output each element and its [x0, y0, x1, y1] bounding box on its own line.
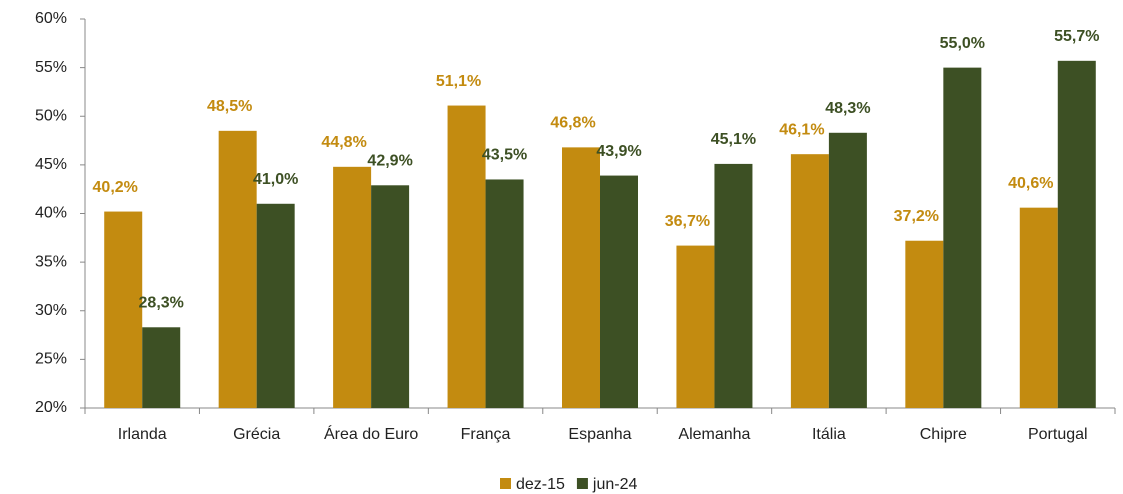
bar: [104, 211, 143, 408]
x-tick-label: França: [461, 426, 511, 443]
x-tick-label: Portugal: [1028, 426, 1088, 443]
bar: [485, 179, 524, 408]
bar: [218, 130, 257, 408]
bar: [905, 240, 944, 408]
x-tick-label: Alemanha: [678, 426, 750, 443]
y-tick-label: 35%: [35, 253, 67, 270]
bar: [256, 203, 295, 408]
bar: [447, 105, 486, 409]
value-label: 45,1%: [711, 131, 756, 148]
value-label: 43,9%: [596, 143, 641, 160]
y-tick-label: 60%: [35, 10, 67, 27]
y-tick-label: 45%: [35, 156, 67, 173]
x-tick-label: Área do Euro: [324, 424, 418, 443]
bar: [371, 185, 410, 408]
legend-swatch: [500, 478, 511, 489]
y-tick-label: 20%: [35, 399, 67, 416]
y-tick-label: 50%: [35, 107, 67, 124]
legend-label: jun-24: [592, 476, 638, 493]
x-tick-label: Chipre: [920, 426, 967, 443]
y-tick-label: 30%: [35, 302, 67, 319]
value-label: 46,1%: [779, 121, 824, 138]
bar: [600, 175, 638, 408]
value-label: 42,9%: [367, 153, 412, 170]
bar: [676, 245, 715, 408]
value-label: 44,8%: [321, 134, 366, 151]
value-label: 51,1%: [436, 73, 481, 90]
legend-label: dez-15: [516, 476, 565, 493]
legend-swatch: [576, 478, 588, 489]
value-label: 37,2%: [894, 208, 939, 225]
bar: [1057, 60, 1096, 408]
value-label: 46,8%: [550, 115, 595, 132]
y-tick-label: 40%: [35, 205, 67, 222]
bar: [943, 67, 982, 408]
bar: [333, 166, 372, 408]
bar: [562, 147, 600, 408]
value-label: 41,0%: [253, 171, 298, 188]
y-tick-label: 55%: [35, 59, 67, 76]
value-label: 28,3%: [139, 295, 184, 312]
bar: [714, 163, 753, 408]
y-tick-label: 25%: [35, 351, 67, 368]
value-label: 43,5%: [482, 147, 527, 164]
x-tick-label: Grécia: [233, 426, 280, 443]
bar: [142, 327, 181, 408]
x-tick-label: Irlanda: [118, 426, 167, 443]
value-label: 55,0%: [940, 35, 985, 52]
bar: [1019, 207, 1058, 408]
value-label: 40,2%: [93, 179, 138, 196]
value-label: 55,7%: [1054, 28, 1099, 45]
value-label: 48,5%: [207, 98, 252, 115]
value-label: 40,6%: [1008, 175, 1053, 192]
x-tick-label: Espanha: [568, 426, 631, 443]
x-tick-label: Itália: [812, 426, 846, 443]
value-label: 36,7%: [665, 213, 710, 230]
bar: [828, 132, 867, 408]
value-label: 48,3%: [825, 100, 870, 117]
bar: [790, 154, 829, 408]
